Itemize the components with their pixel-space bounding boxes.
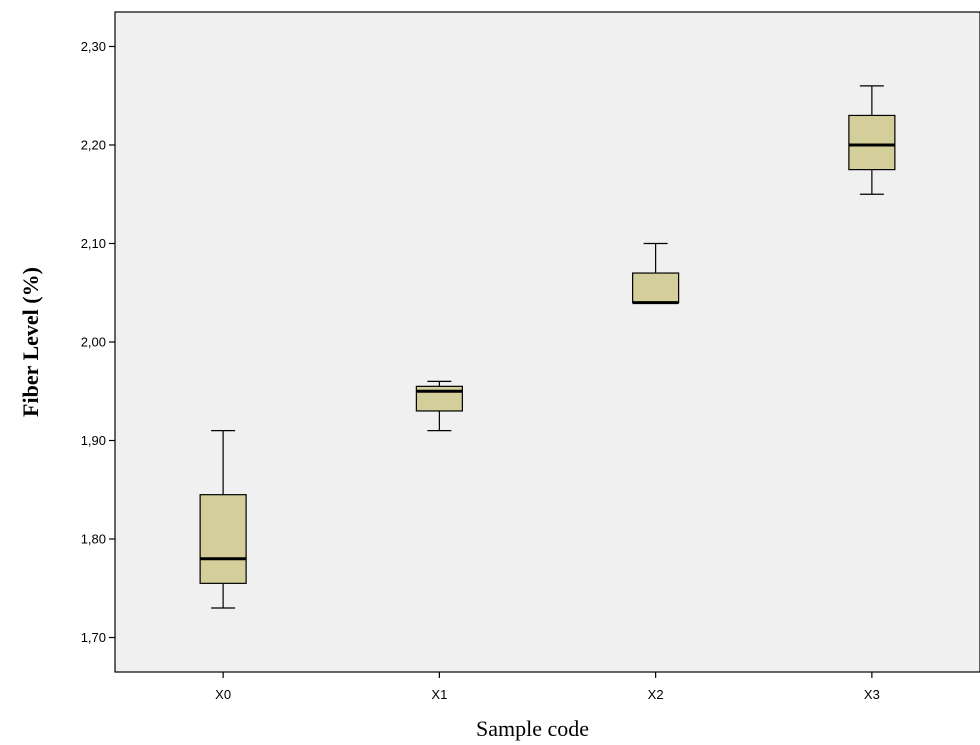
- y-tick-label: 1,90: [81, 433, 106, 448]
- y-tick-label: 2,20: [81, 137, 106, 152]
- y-axis-title: Fiber Level (%): [18, 267, 43, 417]
- box-X3: [848, 85, 896, 195]
- x-tick-label: X1: [431, 687, 447, 702]
- boxes-group: [199, 85, 896, 609]
- x-tick-label: X2: [648, 687, 664, 702]
- x-tick-label: X3: [864, 687, 880, 702]
- box-iqr: [848, 114, 896, 171]
- y-tick-label: 2,00: [81, 335, 106, 350]
- x-axis: X0 X1 X2 X3: [215, 672, 880, 702]
- y-tick-label: 2,10: [81, 236, 106, 251]
- plot-area: [114, 11, 980, 673]
- y-tick-label: 2,30: [81, 39, 106, 54]
- x-tick-label: X0: [215, 687, 231, 702]
- box-X2: [632, 242, 680, 305]
- box-X1: [415, 380, 463, 432]
- y-tick-label: 1,70: [81, 630, 106, 645]
- y-tick-label: 1,80: [81, 532, 106, 547]
- box-iqr: [632, 272, 680, 304]
- x-axis-title: Sample code: [476, 716, 589, 741]
- y-axis: 1,70 1,80 1,90 2,00 2,10 2,20 2,30: [81, 39, 115, 645]
- box-X0: [199, 430, 247, 609]
- box-iqr: [199, 494, 247, 584]
